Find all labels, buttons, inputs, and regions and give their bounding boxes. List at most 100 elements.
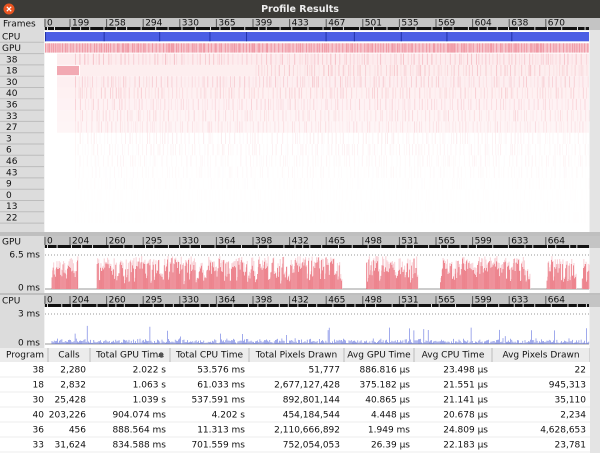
table-cell[interactable]: 24.809 µs: [443, 426, 488, 436]
table-cell[interactable]: 2,234: [560, 411, 586, 421]
row-mark: [449, 87, 451, 99]
table-cell[interactable]: 51,777: [309, 366, 341, 376]
table-cell[interactable]: 892,801,144: [283, 396, 341, 406]
table-cell[interactable]: 4.448 µs: [371, 411, 410, 421]
row-mark: [429, 121, 431, 133]
table-cell[interactable]: 2,110,666,892: [274, 426, 340, 436]
column-header[interactable]: Avg Pixels Drawn: [502, 351, 579, 361]
row-mark: [275, 189, 276, 200]
table-cell[interactable]: 888.564 ms: [112, 426, 166, 436]
column-header[interactable]: Total GPU Time: [95, 351, 164, 361]
column-header[interactable]: Avg CPU Time: [422, 351, 485, 361]
row-mark: [110, 53, 112, 65]
table-cell[interactable]: 1.063 s: [133, 381, 167, 391]
row-mark: [91, 76, 93, 88]
row-mark: [245, 121, 247, 133]
table-cell[interactable]: 25,428: [55, 396, 87, 406]
row-mark: [111, 155, 113, 167]
graph-fill: [155, 260, 157, 289]
table-cell[interactable]: 40: [33, 411, 45, 421]
row-mark: [211, 98, 213, 111]
row-mark: [227, 155, 229, 167]
table-cell[interactable]: 456: [69, 426, 86, 436]
row-mark: [334, 121, 336, 133]
table-cell[interactable]: 61.033 ms: [197, 381, 245, 391]
row-mark: [257, 87, 259, 99]
table-cell[interactable]: 537.591 ms: [191, 396, 245, 406]
row-mark: [205, 144, 206, 155]
table-cell[interactable]: 834.588 ms: [112, 441, 166, 451]
row-mark: [345, 76, 347, 88]
row-mark: [485, 64, 487, 77]
column-header[interactable]: Program: [6, 351, 44, 361]
table-cell[interactable]: 2,280: [60, 366, 86, 376]
table-cell[interactable]: 30: [33, 396, 45, 406]
table-cell[interactable]: 1.039 s: [133, 396, 167, 406]
table-cell[interactable]: 20.678 µs: [443, 411, 488, 421]
table-cell[interactable]: 36: [33, 426, 45, 436]
table-cell[interactable]: 53.576 ms: [197, 366, 245, 376]
table-cell[interactable]: 904.074 ms: [112, 411, 166, 421]
row-mark: [334, 167, 335, 178]
table-cell[interactable]: 945,313: [549, 381, 586, 391]
table-cell[interactable]: 2.022 s: [133, 366, 167, 376]
table-cell[interactable]: 375.182 µs: [360, 381, 411, 391]
table-cell[interactable]: 4,628,653: [540, 426, 586, 436]
table-cell[interactable]: 203,226: [49, 411, 86, 421]
frame-gap: [219, 27, 221, 30]
table-cell[interactable]: 40.865 µs: [365, 396, 410, 406]
cpu-row-mark: [209, 32, 211, 42]
row-mark: [578, 212, 579, 223]
table-cell[interactable]: 18: [33, 381, 45, 391]
row-mark: [222, 155, 223, 166]
row-mark: [447, 121, 448, 132]
gpu-row-mark: [310, 43, 312, 53]
table-cell[interactable]: 21.141 µs: [443, 396, 488, 406]
graph-fill: [108, 259, 110, 289]
gpu-row-mark: [370, 43, 372, 53]
table-cell[interactable]: 23,781: [555, 441, 587, 451]
row-mark: [75, 167, 76, 178]
column-header[interactable]: Avg GPU Time: [347, 351, 411, 361]
row-mark: [414, 167, 415, 178]
table-cell[interactable]: 886.816 µs: [360, 366, 411, 376]
table-cell[interactable]: 2,832: [60, 381, 86, 391]
table-cell[interactable]: 21.551 µs: [443, 381, 488, 391]
table-cell[interactable]: 23.498 µs: [443, 366, 488, 376]
row-mark: [316, 76, 318, 88]
table-cell[interactable]: 26.39 µs: [371, 441, 410, 451]
row-mark: [136, 212, 137, 223]
table-cell[interactable]: 35,110: [555, 396, 587, 406]
column-header[interactable]: Calls: [58, 351, 80, 361]
table-cell[interactable]: 701.559 ms: [191, 441, 245, 451]
row-mark: [561, 98, 563, 111]
graph-fill: [266, 263, 268, 289]
table-cell[interactable]: 38: [33, 366, 45, 376]
table-cell[interactable]: 31,624: [55, 441, 87, 451]
table-cell[interactable]: 752,054,053: [283, 441, 340, 451]
table-cell[interactable]: 1.949 ms: [368, 426, 410, 436]
graph-fill: [210, 260, 212, 289]
graph-fill: [444, 261, 446, 289]
row-mark: [538, 167, 539, 178]
row-mark: [169, 53, 171, 65]
column-header[interactable]: Total CPU Time: [175, 351, 244, 361]
row-mark: [562, 144, 563, 155]
table-cell[interactable]: 4.202 s: [212, 411, 246, 421]
row-mark: [573, 76, 575, 88]
row-mark: [298, 110, 300, 122]
column-header[interactable]: Total Pixels Drawn: [255, 351, 337, 361]
table-cell[interactable]: 22.183 µs: [443, 441, 488, 451]
row-mark: [224, 76, 226, 88]
row-mark: [126, 167, 127, 178]
row-mark: [405, 155, 406, 166]
row-mark: [500, 132, 502, 144]
row-mark: [397, 110, 399, 122]
row-mark: [175, 167, 176, 178]
table-cell[interactable]: 22: [575, 366, 586, 376]
row-mark: [572, 144, 573, 155]
table-cell[interactable]: 33: [33, 441, 44, 451]
table-cell[interactable]: 11.313 ms: [197, 426, 245, 436]
table-cell[interactable]: 2,677,127,428: [274, 381, 340, 391]
table-cell[interactable]: 454,184,544: [283, 411, 341, 421]
